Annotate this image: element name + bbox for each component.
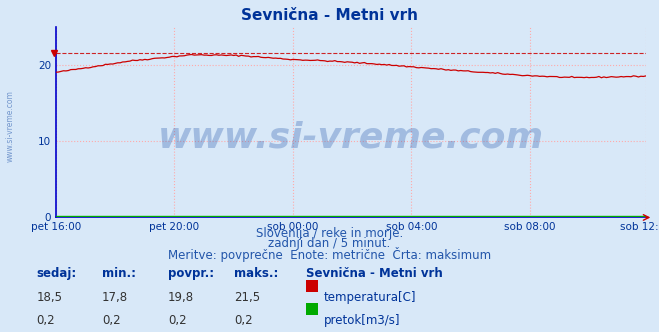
Text: Sevnična - Metni vrh: Sevnična - Metni vrh	[241, 8, 418, 23]
Text: 17,8: 17,8	[102, 290, 129, 303]
Text: povpr.:: povpr.:	[168, 267, 214, 280]
Text: pretok[m3/s]: pretok[m3/s]	[324, 314, 400, 327]
Text: Sevnična - Metni vrh: Sevnična - Metni vrh	[306, 267, 444, 280]
Text: zadnji dan / 5 minut.: zadnji dan / 5 minut.	[268, 237, 391, 250]
Text: Meritve: povprečne  Enote: metrične  Črta: maksimum: Meritve: povprečne Enote: metrične Črta:…	[168, 247, 491, 262]
Text: www.si-vreme.com: www.si-vreme.com	[5, 90, 14, 162]
Text: 0,2: 0,2	[102, 314, 121, 327]
Text: temperatura[C]: temperatura[C]	[324, 290, 416, 303]
Text: maks.:: maks.:	[234, 267, 278, 280]
Text: 19,8: 19,8	[168, 290, 194, 303]
Text: min.:: min.:	[102, 267, 136, 280]
Text: 0,2: 0,2	[168, 314, 186, 327]
Text: 0,2: 0,2	[234, 314, 252, 327]
Text: 0,2: 0,2	[36, 314, 55, 327]
Text: Slovenija / reke in morje.: Slovenija / reke in morje.	[256, 227, 403, 240]
Text: 18,5: 18,5	[36, 290, 62, 303]
Text: www.si-vreme.com: www.si-vreme.com	[158, 120, 544, 154]
Text: sedaj:: sedaj:	[36, 267, 76, 280]
Text: 21,5: 21,5	[234, 290, 260, 303]
